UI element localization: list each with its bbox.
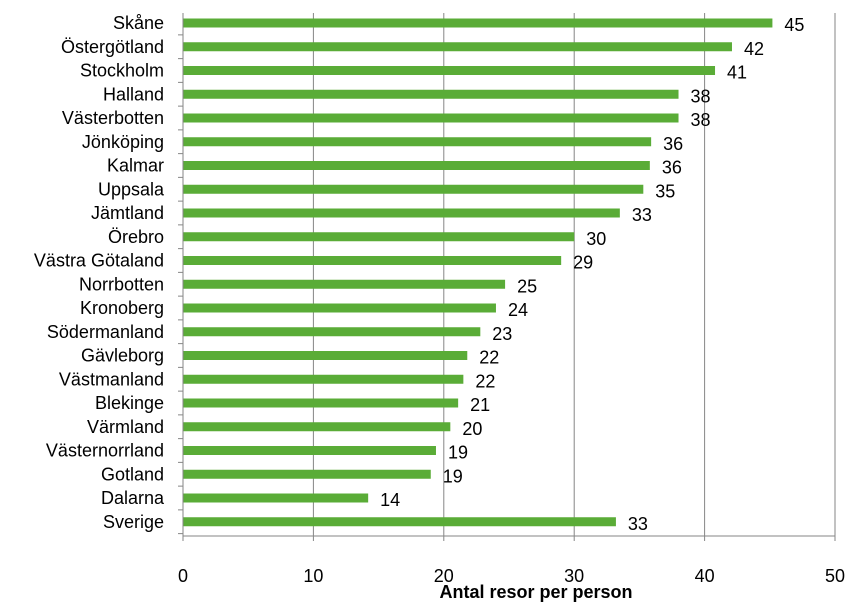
category-label: Västernorrland <box>46 441 164 461</box>
category-label: Kronoberg <box>80 298 164 318</box>
value-label: 35 <box>655 181 675 201</box>
x-tick-label: 30 <box>564 566 584 586</box>
value-label: 45 <box>784 15 804 35</box>
category-label: Örebro <box>108 227 164 247</box>
bar <box>183 42 732 52</box>
bar <box>183 327 481 337</box>
value-label: 24 <box>508 300 528 320</box>
category-label: Sverige <box>103 512 164 532</box>
value-label: 29 <box>573 253 593 273</box>
category-label: Västerbotten <box>62 108 164 128</box>
bar <box>183 184 644 194</box>
x-tick-label: 50 <box>825 566 845 586</box>
category-label: Norrbotten <box>79 274 164 294</box>
x-tick-label: 40 <box>695 566 715 586</box>
bar <box>183 232 575 242</box>
bar <box>183 137 652 147</box>
bars <box>183 18 773 527</box>
value-label: 30 <box>586 229 606 249</box>
value-label: 33 <box>628 514 648 534</box>
value-labels: 4542413838363635333029252423222221201919… <box>380 15 804 534</box>
category-label: Gotland <box>101 464 164 484</box>
value-label: 41 <box>727 63 747 83</box>
value-label: 21 <box>470 395 490 415</box>
category-label: Jämtland <box>91 203 164 223</box>
bar <box>183 493 369 503</box>
value-label: 38 <box>691 86 711 106</box>
value-label: 23 <box>492 324 512 344</box>
bar <box>183 208 620 218</box>
value-label: 36 <box>662 158 682 178</box>
category-label: Värmland <box>87 417 164 437</box>
x-tick-label: 20 <box>434 566 454 586</box>
bar <box>183 374 464 384</box>
bar <box>183 351 468 360</box>
category-label: Södermanland <box>47 322 164 342</box>
bar <box>183 303 496 313</box>
category-label: Kalmar <box>107 156 164 176</box>
x-axis-title: Antal resor per person <box>439 582 632 602</box>
value-label: 25 <box>517 276 537 296</box>
value-label: 38 <box>691 110 711 130</box>
bar <box>183 18 773 28</box>
value-label: 20 <box>462 419 482 439</box>
category-label: Jönköping <box>82 132 164 152</box>
bar <box>183 89 679 99</box>
value-label: 42 <box>744 39 764 59</box>
value-label: 19 <box>448 443 468 463</box>
bar <box>183 398 459 408</box>
category-label: Västra Götaland <box>34 251 164 271</box>
value-label: 36 <box>663 134 683 154</box>
category-label: Halland <box>103 84 164 104</box>
category-label: Blekinge <box>95 393 164 413</box>
bar <box>183 113 679 123</box>
category-label: Östergötland <box>61 37 164 57</box>
category-label: Gävleborg <box>81 346 164 366</box>
bar <box>183 422 451 432</box>
value-label: 22 <box>479 348 499 368</box>
category-label: Dalarna <box>101 488 165 508</box>
x-tick-labels: 0 10 20 30 40 50 <box>178 566 845 586</box>
bar <box>183 161 650 170</box>
value-label: 19 <box>443 466 463 486</box>
value-label: 14 <box>380 490 400 510</box>
category-label: Västmanland <box>59 369 164 389</box>
bar <box>183 469 431 479</box>
bar <box>183 256 562 265</box>
category-labels: Skåne Östergötland Stockholm Halland Västerb… <box>34 13 165 532</box>
bar <box>183 279 506 289</box>
x-tick-label: 10 <box>303 566 323 586</box>
x-tick-label: 0 <box>178 566 188 586</box>
bar <box>183 446 436 455</box>
bar <box>183 66 716 75</box>
value-label: 33 <box>632 205 652 225</box>
category-label: Stockholm <box>80 61 164 81</box>
axes <box>178 13 836 541</box>
bar <box>183 517 616 527</box>
category-label: Skåne <box>113 13 164 33</box>
value-label: 22 <box>475 371 495 391</box>
category-label: Uppsala <box>98 179 165 199</box>
